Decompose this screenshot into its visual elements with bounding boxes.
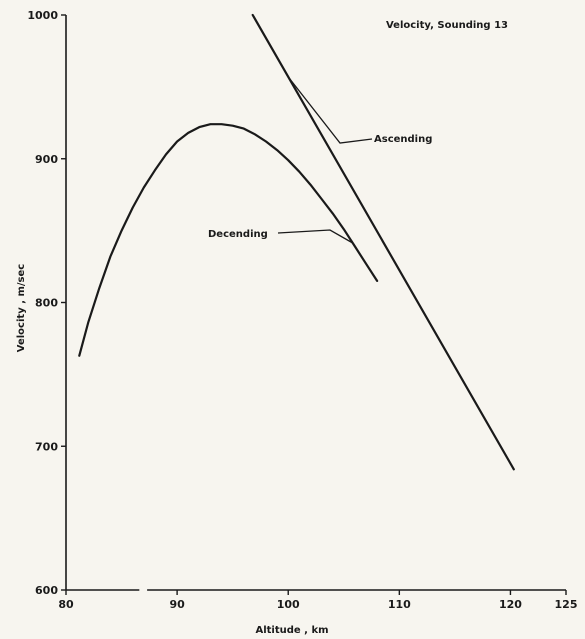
annotation-ascending: Ascending [374, 134, 432, 145]
chart-axes: 600 700 800 900 1000 80 90 100 110 120 125 [27, 9, 577, 611]
chart-series [78, 13, 515, 471]
y-axis-label: Velocity , m/sec [16, 264, 27, 352]
x-tick-label: 125 [555, 598, 578, 611]
x-tick-label: 90 [169, 598, 185, 611]
series-line-decending [78, 123, 379, 357]
y-tick-label: 1000 [27, 9, 58, 22]
y-tick-label: 700 [35, 440, 58, 453]
chart-annotations: Ascending Decending [208, 76, 432, 244]
annotation-leader [277, 229, 354, 244]
y-tick-label: 600 [35, 584, 58, 597]
chart-title: Velocity, Sounding 13 [386, 20, 508, 31]
x-axis-label: Altitude , km [255, 625, 328, 636]
chart-labels: Velocity, Sounding 13 Altitude , km Velo… [16, 20, 508, 636]
series-line-ascending [251, 13, 515, 471]
x-tick-label: 110 [388, 598, 411, 611]
x-tick-label: 100 [277, 598, 300, 611]
annotation-leader [287, 76, 373, 144]
y-tick-label: 900 [35, 153, 58, 166]
x-tick-label: 80 [58, 598, 74, 611]
x-tick-label: 120 [499, 598, 522, 611]
y-tick-label: 800 [35, 297, 58, 310]
annotation-decending: Decending [208, 229, 268, 240]
